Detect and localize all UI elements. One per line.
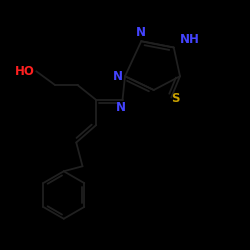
Text: N: N	[136, 26, 146, 39]
Text: HO: HO	[15, 65, 35, 78]
Text: N: N	[116, 101, 126, 114]
Text: N: N	[112, 70, 122, 83]
Text: NH: NH	[180, 33, 200, 46]
Text: S: S	[171, 92, 180, 105]
